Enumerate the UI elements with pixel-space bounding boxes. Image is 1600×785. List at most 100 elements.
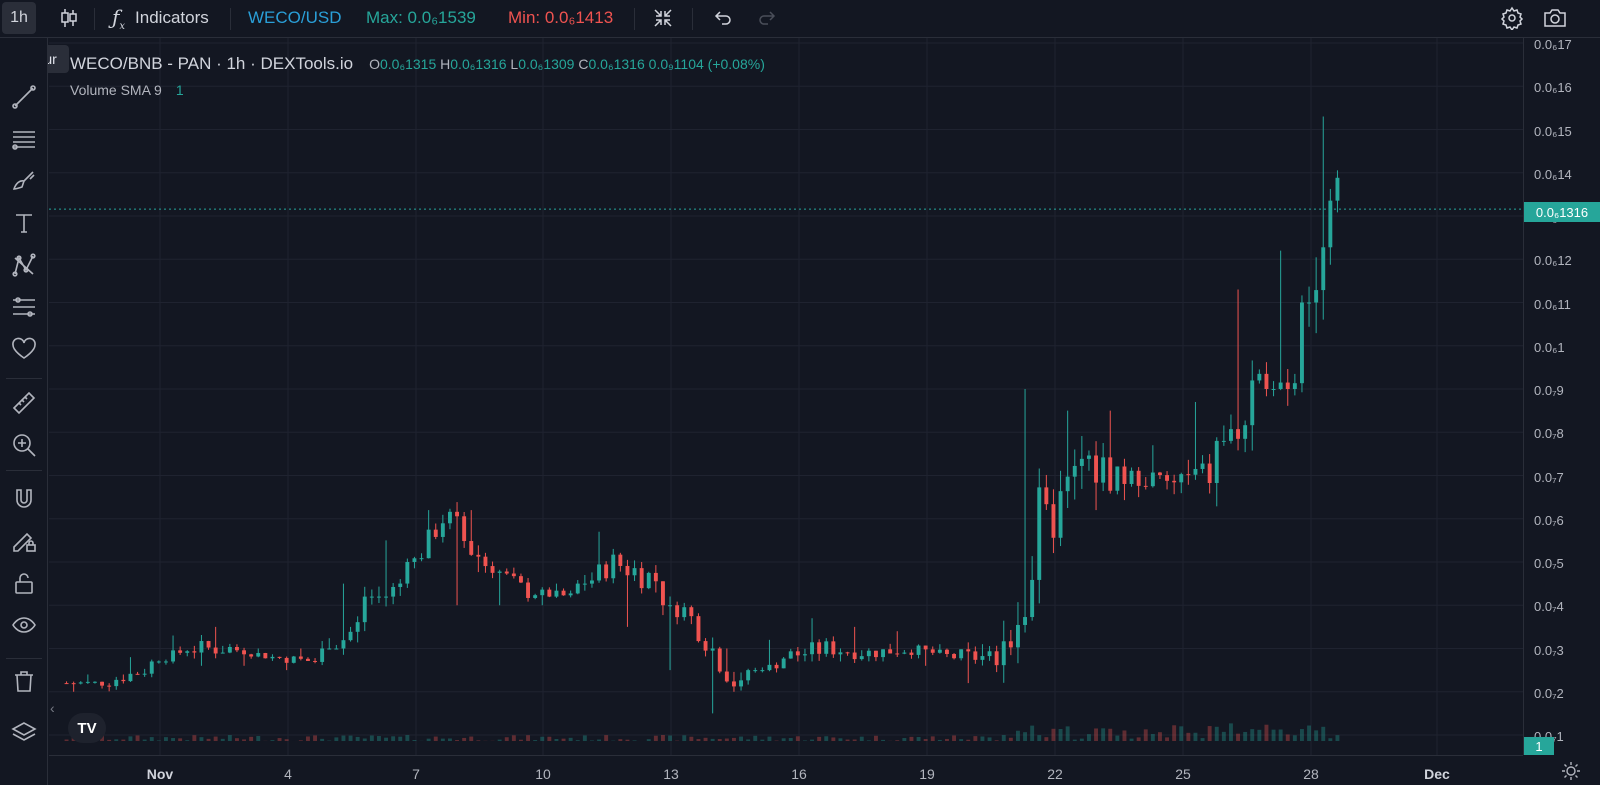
sun-icon[interactable] [1560,760,1582,785]
candle-body [923,645,928,650]
min-price: Min: 0.0₆1413 [508,8,614,27]
candle-body [1165,475,1170,481]
volume-bar [1236,733,1241,741]
price-axis[interactable] [1523,38,1600,755]
candle-body [163,661,168,663]
brush-icon[interactable] [7,164,41,198]
volume-bar [923,739,928,741]
volume-bar [944,738,949,741]
candle-body [355,622,360,632]
volume-bar [249,736,254,741]
volume-bar [1264,724,1269,741]
candle-body [1051,504,1056,538]
candle-body [185,651,190,653]
candle-body [944,649,949,655]
pair-selector[interactable]: WECO/USD [248,8,342,27]
zoom-in-icon[interactable] [7,428,41,462]
candle-body [1079,458,1084,466]
candle-body [447,511,452,524]
volume-bar [1086,734,1091,741]
layers-icon[interactable] [7,716,41,750]
volume-bar [1221,731,1226,741]
eye-icon[interactable] [7,608,41,642]
volume-bar [1150,734,1155,741]
price-chart[interactable] [49,38,1523,755]
text-icon[interactable] [7,206,41,240]
volume-bar [1207,726,1212,741]
ruler-icon[interactable] [7,386,41,420]
volume-bar [1065,726,1070,741]
candle-body [625,565,630,576]
volume-bar [1292,735,1297,741]
candle-body [604,564,609,579]
volume-bar [426,738,431,741]
volume-bar [895,740,900,741]
volume-bar [1314,730,1319,741]
candle-body [810,642,815,655]
candle-body [1015,624,1020,648]
volume-bar [817,736,822,741]
volume-bar [341,735,346,741]
candle-body [930,649,935,653]
pattern-icon[interactable] [7,248,41,282]
undo-icon[interactable] [712,0,734,36]
volume-bar [618,739,623,741]
volume-bar [1015,730,1020,741]
candle-body [611,554,616,579]
magnet-icon[interactable] [7,482,41,516]
collapse-arrow-icon[interactable]: ‹ [50,700,55,716]
candle-body [526,582,531,598]
collapse-icon[interactable] [652,0,674,36]
candle-body [831,641,836,655]
candle-body [1143,485,1148,487]
camera-icon[interactable] [1542,0,1568,36]
candle-body [739,680,744,687]
candle-body [362,596,367,623]
candle-body [348,631,353,641]
unlock-icon[interactable] [7,566,41,600]
volume-bar [1108,728,1113,741]
candle-body [1122,466,1127,484]
candle-body [689,607,694,617]
volume-bar [554,738,559,741]
candle-body [291,656,296,663]
candle-body [1108,457,1113,491]
time-axis[interactable] [49,755,1523,785]
volume-bar [305,736,310,741]
candles-icon[interactable] [58,0,80,36]
chart-title: WECO/BNB - PAN · 1h · DEXTools.io [70,54,354,73]
interval-button[interactable]: 1h [2,2,36,34]
favorite-heart-icon[interactable] [7,332,41,366]
close-label: C [578,56,589,72]
settings-icon[interactable] [1500,0,1524,36]
time-axis-label: 22 [1047,766,1063,782]
volume-bar [696,739,701,741]
lock-drawing-icon[interactable] [7,524,41,558]
volume-bar [1285,734,1290,741]
candle-body [582,583,587,585]
volume-bar [242,739,247,741]
candle-body [220,652,225,654]
redo-icon[interactable] [756,0,778,36]
close-value: 0.0₆1316 [588,56,645,72]
volume-bar [1037,735,1042,741]
volume-bar [391,736,396,741]
volume-bar [518,739,523,741]
indicators-button[interactable]: ƒx Indicators [112,0,209,36]
candle-body [341,640,346,649]
volume-bar [1058,728,1063,741]
price-axis-label: 0.0₆16 [1534,80,1572,96]
volume-bar [767,736,772,741]
volume-bar [1193,732,1198,741]
candle-body [497,571,502,573]
time-axis-label: Dec [1424,766,1450,782]
forecast-icon[interactable] [7,290,41,324]
candle-body [149,661,154,674]
trend-line-icon[interactable] [7,80,41,114]
volume-bar [987,737,992,741]
candle-body [824,641,829,654]
fib-lines-icon[interactable] [7,122,41,156]
trash-icon[interactable] [7,664,41,698]
candle-body [873,650,878,658]
tradingview-logo[interactable]: TV [68,713,106,743]
